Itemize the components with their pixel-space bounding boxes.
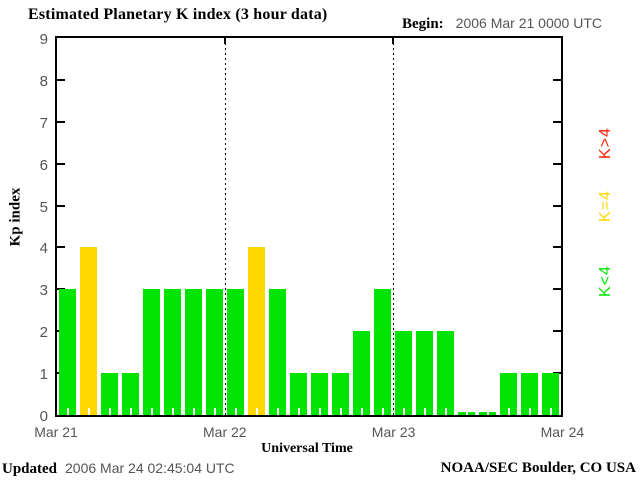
x-axis-tick (444, 408, 447, 415)
y-axis-number: 5 (39, 198, 48, 216)
x-axis-tick (528, 408, 531, 415)
x-axis-tick (150, 408, 153, 415)
kp-bar (290, 373, 307, 415)
kp-bar (353, 331, 370, 415)
y-axis-number: 6 (39, 156, 48, 174)
begin-label: Begin: (402, 16, 444, 32)
y-axis-tick-right (553, 288, 561, 291)
y-axis-number: 0 (39, 408, 48, 425)
chart-title: Estimated Planetary K index (3 hour data… (28, 6, 328, 23)
x-axis-tick (192, 408, 195, 415)
x-axis-tick (339, 408, 342, 415)
x-axis-tick (276, 408, 279, 415)
kp-bar (374, 289, 391, 415)
x-axis-tick (213, 408, 216, 415)
y-axis-tick-right (553, 204, 561, 207)
y-axis-number: 1 (39, 366, 48, 384)
x-axis-date-label: Mar 21 (34, 424, 78, 440)
plot-inner (57, 38, 561, 415)
kp-bar (311, 373, 328, 415)
x-axis-tick (234, 408, 237, 415)
begin-value: 2006 Mar 21 0000 UTC (455, 15, 602, 31)
y-axis-number: 8 (39, 72, 48, 90)
kp-bar (437, 331, 454, 415)
y-axis-number: 7 (39, 114, 48, 132)
y-axis-tick-right (553, 372, 561, 375)
y-axis-tick-right (553, 330, 561, 333)
y-axis-tick-left (57, 78, 65, 81)
x-axis-tick (318, 408, 321, 415)
x-axis-tick (129, 408, 132, 415)
y-axis-number: 9 (39, 31, 48, 48)
kp-bar (500, 373, 517, 415)
x-axis-tick (66, 408, 69, 415)
kp-bar (542, 373, 559, 415)
kp-bar (269, 289, 286, 415)
x-axis-date-label: Mar 24 (540, 424, 585, 440)
y-axis-number: 4 (39, 240, 48, 258)
kp-bar (164, 289, 181, 415)
y-axis-tick-left (57, 204, 65, 207)
updated-label: Updated (2, 461, 58, 477)
day-boundary-line (393, 38, 394, 415)
x-axis-tick (297, 408, 300, 415)
x-axis-date-label: Mar 22 (203, 424, 247, 440)
credit-text: NOAA/SEC Boulder, CO USA (440, 460, 636, 476)
x-axis-tick (108, 408, 111, 415)
kp-bar (143, 289, 160, 415)
x-axis-tick (465, 408, 468, 415)
kp-bar (416, 331, 433, 415)
y-axis-tick-right (553, 120, 561, 123)
x-axis-tick (360, 408, 363, 415)
kp-bar (122, 373, 139, 415)
x-axis-tick (423, 408, 426, 415)
y-axis-title: Kp index (7, 187, 24, 247)
legend-item: K<4 (597, 265, 614, 297)
x-axis-title: Universal Time (261, 441, 353, 456)
legend-item: K=4 (597, 190, 614, 222)
legend-item: K>4 (597, 127, 614, 159)
y-axis-number: 3 (39, 282, 48, 300)
kp-bar (227, 289, 244, 415)
kp-bar (206, 289, 223, 415)
updated-value: 2006 Mar 24 02:45:04 UTC (65, 460, 235, 476)
kp-bar (101, 373, 118, 415)
kp-bar (248, 247, 265, 415)
y-axis-tick-right (553, 246, 561, 249)
kp-bar (59, 289, 76, 415)
x-axis-tick (381, 408, 384, 415)
x-axis-tick (549, 408, 552, 415)
updated-line: Updated 2006 Mar 24 02:45:04 UTC (2, 460, 235, 478)
x-axis-tick (87, 408, 90, 415)
y-axis-tick-left (57, 288, 65, 291)
y-axis-tick-left (57, 120, 65, 123)
kp-bar (80, 247, 97, 415)
x-axis-tick (402, 408, 405, 415)
kp-bar (185, 289, 202, 415)
y-axis-tick-left (57, 246, 65, 249)
y-axis-tick-right (553, 78, 561, 81)
y-axis-tick-right (553, 162, 561, 165)
y-axis-number: 2 (39, 324, 48, 342)
plot-area (55, 36, 563, 417)
x-axis-tick (507, 408, 510, 415)
begin-line: Begin: 2006 Mar 21 0000 UTC (402, 15, 602, 33)
y-axis-tick-left (57, 162, 65, 165)
x-axis-date-label: Mar 23 (371, 424, 416, 440)
kp-bar (521, 373, 538, 415)
x-axis-tick (255, 408, 258, 415)
x-axis-tick (486, 408, 489, 415)
kp-bar (395, 331, 412, 415)
day-boundary-line (225, 38, 226, 415)
kp-bar (332, 373, 349, 415)
x-axis-tick (171, 408, 174, 415)
